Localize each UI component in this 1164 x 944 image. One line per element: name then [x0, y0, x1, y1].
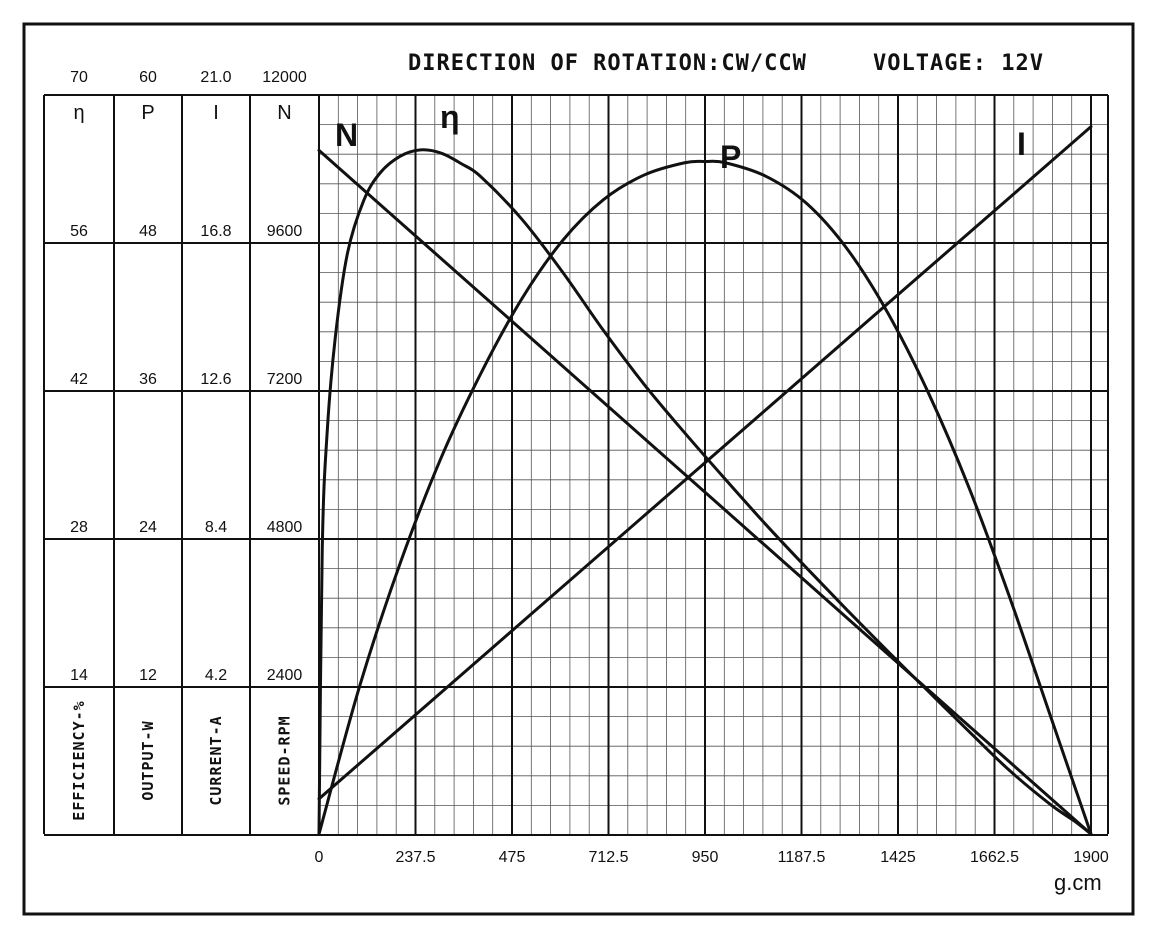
series-line-eta	[317, 148, 1093, 836]
series-label-p: P	[720, 139, 741, 175]
series-layer	[317, 125, 1093, 836]
column-top-tick: 21.0	[200, 69, 231, 86]
column-symbol: P	[141, 102, 154, 124]
column-tick-label: 2400	[267, 667, 303, 684]
x-tick-label: 0	[315, 849, 324, 866]
column-tick-label: 28	[70, 519, 88, 536]
column-tick-label: 16.8	[200, 223, 231, 240]
column-tick-label: 36	[139, 371, 157, 388]
column-tick-label: 42	[70, 371, 88, 388]
x-tick-label: 1900	[1073, 849, 1109, 866]
column-tick-label: 4800	[267, 519, 303, 536]
voltage-label: VOLTAGE: 12V	[873, 51, 1044, 76]
chart-title: DIRECTION OF ROTATION:CW/CCW	[408, 51, 807, 76]
column-tick-label: 8.4	[205, 519, 227, 536]
column-tick-label: 24	[139, 519, 157, 536]
column-symbol: N	[277, 102, 291, 124]
series-label-eta: η	[440, 99, 460, 135]
column-tick-label: 12.6	[200, 371, 231, 388]
column-tick-label: 4.2	[205, 667, 227, 684]
x-tick-label: 475	[499, 849, 526, 866]
grid-layer	[43, 94, 1109, 836]
series-line-p	[317, 159, 1093, 836]
x-tick-label: 950	[692, 849, 719, 866]
column-tick-label: 9600	[267, 223, 303, 240]
x-axis-unit: g.cm	[1054, 870, 1102, 895]
column-top-tick: 70	[70, 69, 88, 86]
series-line-i	[317, 125, 1093, 801]
column-axis-name: OUTPUT-W	[139, 720, 157, 800]
column-axis-name: CURRENT-A	[207, 715, 225, 805]
text-layer: DIRECTION OF ROTATION:CW/CCW VOLTAGE: 12V…	[70, 51, 1109, 895]
column-tick-label: 48	[139, 223, 157, 240]
column-tick-label: 12	[139, 667, 157, 684]
column-tick-label: 7200	[267, 371, 303, 388]
column-symbol: I	[213, 102, 219, 124]
column-symbol: η	[73, 102, 84, 124]
column-axis-name: EFFICIENCY-%	[70, 700, 88, 820]
x-tick-label: 712.5	[588, 849, 628, 866]
x-tick-label: 1425	[880, 849, 916, 866]
outer-border	[22, 22, 1135, 916]
x-tick-label: 1187.5	[778, 849, 826, 866]
series-label-n: N	[335, 117, 358, 153]
x-tick-label: 237.5	[395, 849, 435, 866]
column-tick-label: 56	[70, 223, 88, 240]
column-top-tick: 60	[139, 69, 157, 86]
series-line-n	[317, 148, 1093, 836]
column-axis-name: SPEED-RPM	[276, 715, 294, 805]
column-tick-label: 14	[70, 667, 88, 684]
column-top-tick: 12000	[262, 69, 307, 86]
x-tick-label: 1662.5	[970, 849, 1019, 866]
frame-layer	[22, 22, 1135, 916]
series-label-i: I	[1017, 126, 1026, 162]
